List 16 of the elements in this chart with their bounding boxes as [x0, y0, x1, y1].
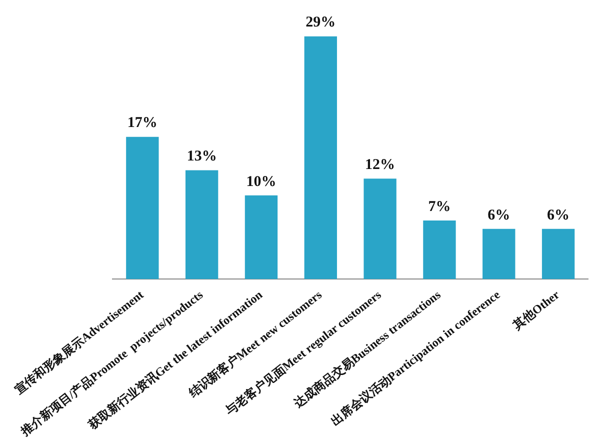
data-label: 13%: [186, 148, 217, 165]
bar: [304, 36, 337, 280]
data-label: 6%: [488, 207, 510, 224]
data-label: 6%: [547, 207, 570, 224]
bar: [185, 170, 218, 280]
data-label: 29%: [306, 14, 336, 31]
bar: [423, 220, 456, 280]
bar: [244, 195, 278, 280]
bar: [482, 228, 516, 280]
data-label: 10%: [246, 174, 276, 190]
bar: [542, 228, 575, 280]
bar: [364, 178, 396, 280]
data-label: 7%: [428, 198, 451, 215]
data-label: 12%: [365, 157, 396, 174]
bar: [126, 136, 159, 280]
data-label: 17%: [127, 115, 158, 132]
